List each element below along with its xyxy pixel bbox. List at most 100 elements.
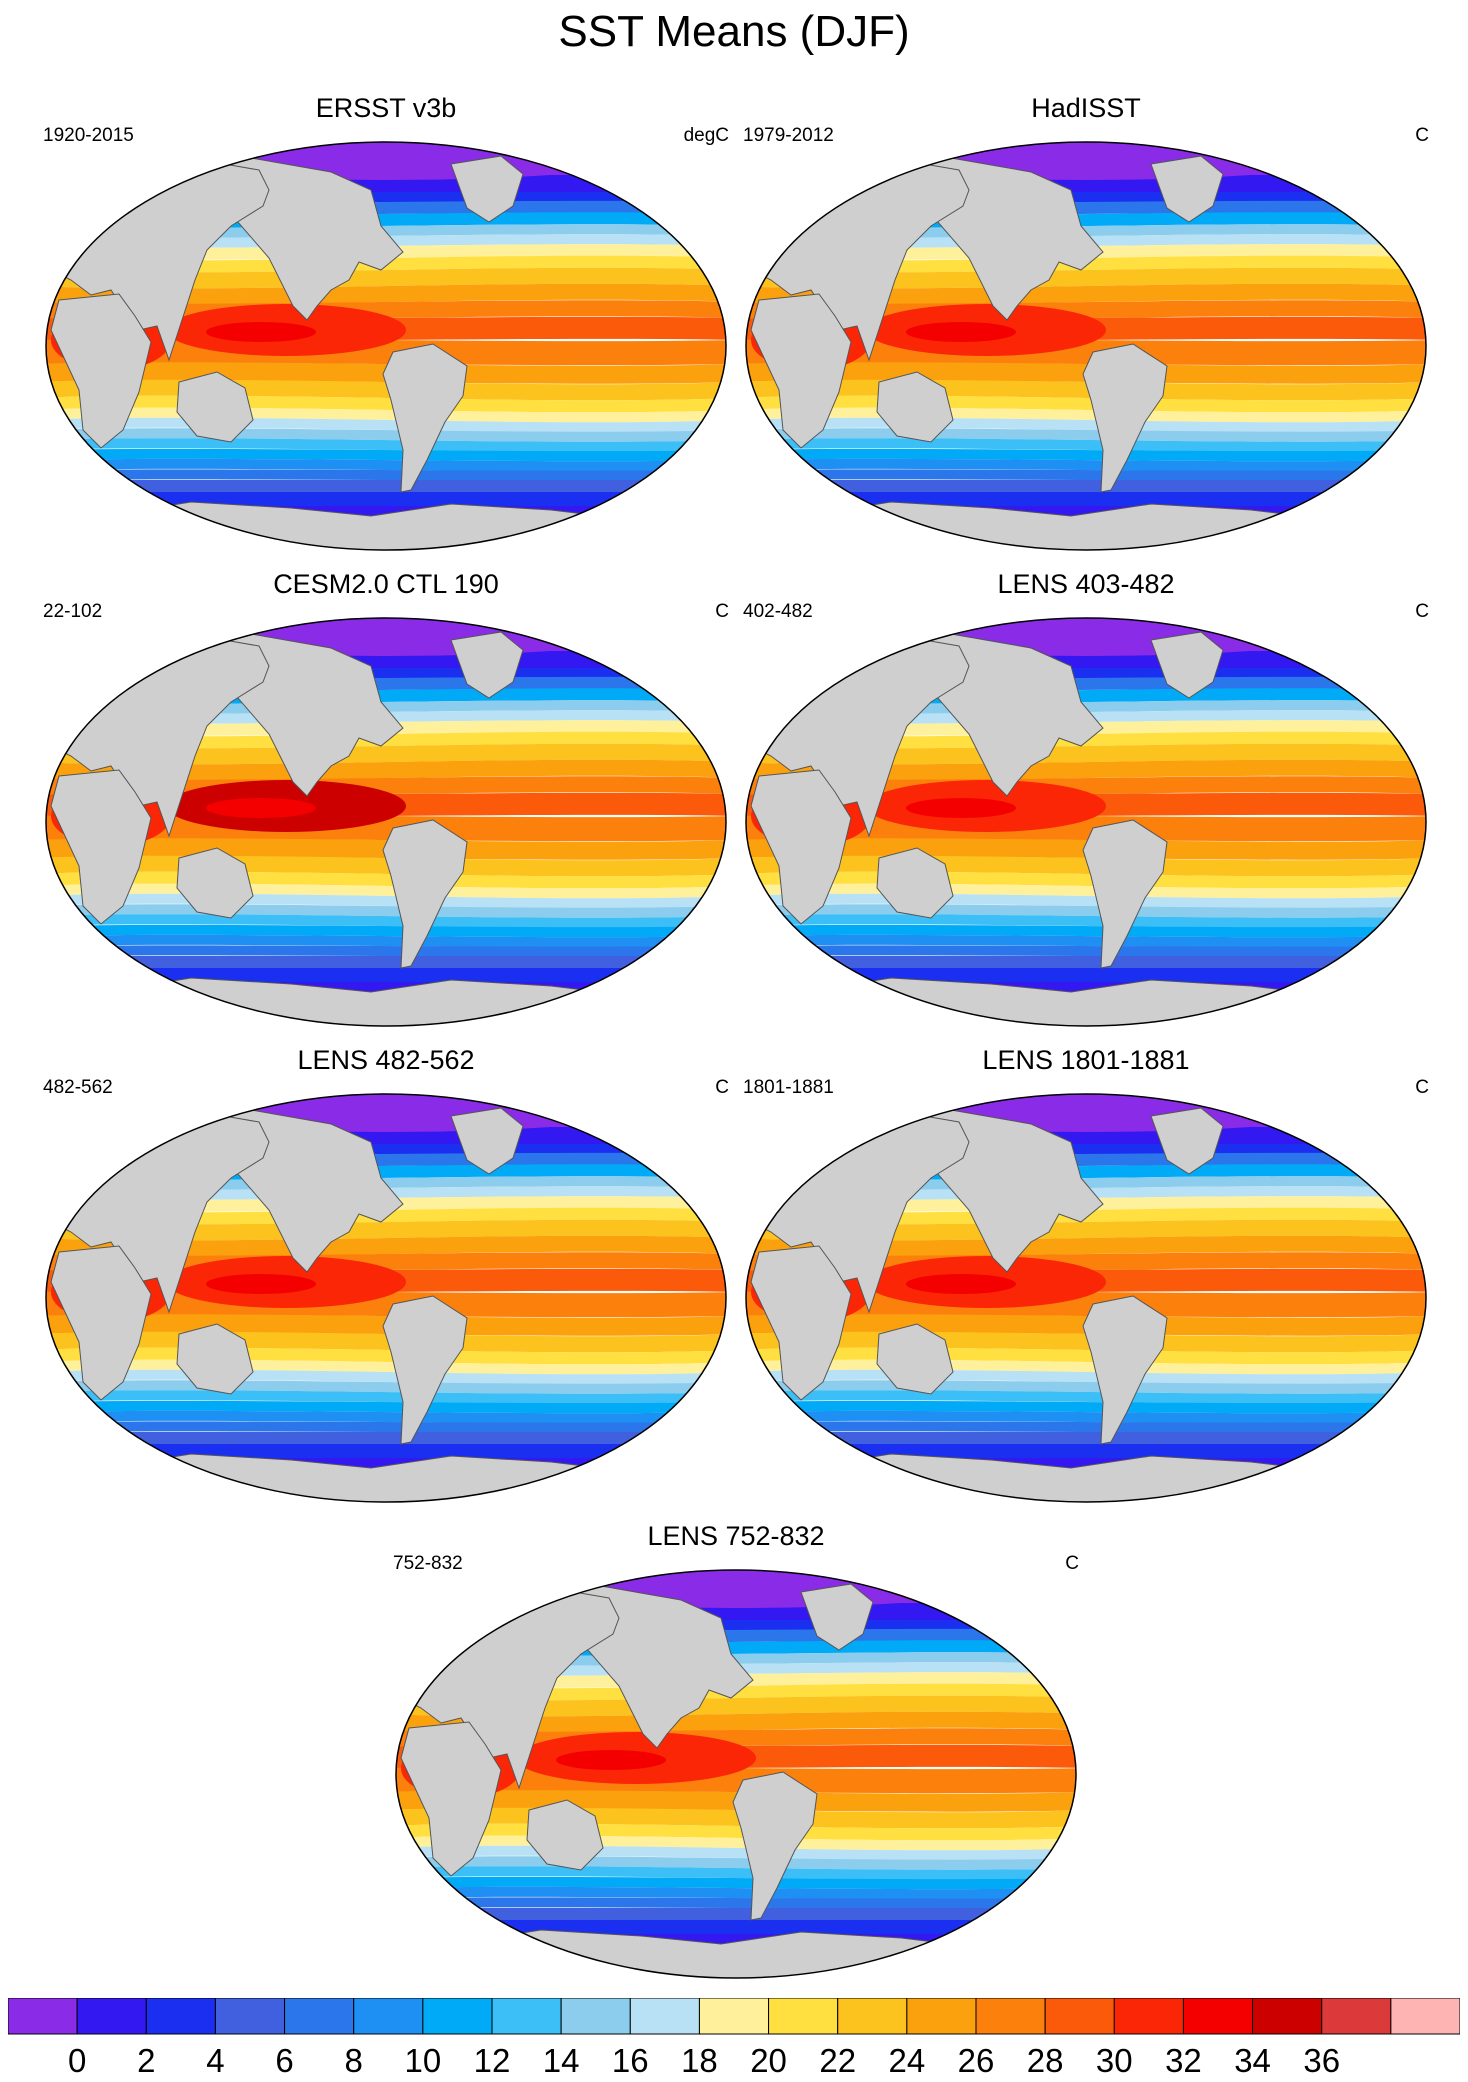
panel-units-label: C (1415, 1077, 1429, 1098)
arctic-cold-region (396, 1570, 1076, 1608)
land-mass (50, 1245, 152, 1401)
sst-contour-band (46, 448, 726, 462)
panel-title: ERSST v3b (315, 93, 457, 123)
colorbar-tick-label: 14 (542, 2042, 580, 2079)
sst-contour-band (396, 1908, 1076, 1920)
sst-contour-band (746, 1410, 1426, 1424)
figure-title: SST Means (DJF) (558, 7, 910, 56)
map-panel-ersst: ERSST v3b 1920-2015 degC (31, 92, 741, 562)
sst-contour-band (46, 1421, 726, 1433)
map-border (395, 1569, 1077, 1979)
sst-contour-band (746, 1421, 1426, 1433)
colorbar-swatch (76, 1998, 147, 2035)
arctic-cold-region (46, 618, 726, 656)
colorbar-tick-label: 6 (275, 2042, 294, 2079)
sst-contour-band (46, 267, 726, 289)
colorbar-tick-label: 22 (819, 2042, 857, 2079)
sst-contour-band (746, 448, 1426, 462)
sst-field-group (396, 1570, 1076, 1978)
land-mass (176, 371, 254, 443)
land-mass (176, 1323, 254, 1395)
land-mass (526, 1799, 604, 1871)
sst-contour-band (746, 438, 1426, 452)
colorbar-swatch (491, 1998, 562, 2035)
world-map-sst-field (395, 1569, 1077, 1979)
colorbar-swatch (1044, 1998, 1115, 2035)
sst-contour-band (46, 479, 726, 493)
sst-contour-band (746, 967, 1426, 982)
panel-period-label: 752-832 (393, 1553, 463, 1574)
land-mass (732, 1771, 818, 1921)
colorbar-tick-label: 0 (67, 2042, 87, 2079)
colorbar-tick-label: 26 (957, 2042, 995, 2079)
land-mass (1150, 631, 1224, 699)
warm-pool-core (906, 1274, 1016, 1294)
sst-contour-band (746, 1444, 1426, 1458)
sst-contour-band (46, 924, 726, 938)
map-border (45, 1093, 727, 1503)
sst-contour-band (746, 1390, 1426, 1404)
panel-units-label: C (715, 601, 729, 622)
map-panel-lens-403-482: LENS 403-482 402-482 C (731, 568, 1441, 1038)
panel-title: LENS 1801-1881 (982, 1045, 1190, 1075)
sst-contour-band (46, 914, 726, 928)
land-mass (750, 769, 852, 925)
colorbar-tick-label: 16 (611, 2042, 649, 2079)
sst-contour-band (746, 491, 1426, 507)
sst-contour-band (46, 283, 726, 305)
colorbar-tick-label: 8 (344, 2042, 363, 2079)
colorbar-swatch (1390, 1998, 1460, 2035)
land-mass (876, 847, 954, 919)
map-panel-lens-1801-1881: LENS 1801-1881 1801-1881 C (731, 1044, 1441, 1514)
map-panel-hadisst: HadISST 1979-2012 C (731, 92, 1441, 562)
warm-pool-core (206, 1274, 316, 1294)
panel-title: LENS 403-482 (997, 569, 1175, 599)
world-map-sst-field (745, 1093, 1427, 1503)
colorbar-swatch (698, 1998, 770, 2035)
sst-contour-band (46, 759, 726, 781)
arctic-cold-region (46, 1094, 726, 1132)
sst-contour-band (746, 479, 1426, 493)
land-mass (750, 293, 852, 449)
sst-field-group (746, 142, 1426, 550)
panel-period-label: 402-482 (743, 601, 813, 622)
sst-contour-band (46, 1219, 726, 1241)
world-map-sst-field (745, 617, 1427, 1027)
sst-contour-band (746, 934, 1426, 948)
sst-contour-band (396, 1920, 1076, 1934)
colorbar-tick-label: 24 (888, 2042, 926, 2079)
panel-period-label: 1979-2012 (743, 125, 834, 146)
colorbar-tick-label: 10 (404, 2042, 442, 2079)
colorbar-tick-label: 30 (1095, 2042, 1133, 2079)
colorbar-swatch (145, 1998, 216, 2035)
sst-contour-band (46, 956, 726, 968)
sst-contour-band (746, 192, 1426, 202)
sst-contour-band (746, 1144, 1426, 1154)
sst-contour-band (396, 1876, 1076, 1890)
world-map-sst-field (45, 1093, 727, 1503)
panel-units-label: C (1415, 601, 1429, 622)
colorbar-tick-labels: 0 2 4 6 8 10 12 14 16 18 20 22 24 26 28 30 32 34 36 (0, 2042, 1468, 2082)
land-mass (876, 371, 954, 443)
colorbar-swatch (284, 1998, 355, 2035)
sst-contour-band (46, 469, 726, 481)
arctic-cold-region (746, 618, 1426, 656)
land-mass (50, 769, 152, 925)
sst-contour-band (46, 438, 726, 452)
warm-pool-core (556, 1750, 666, 1770)
colorbar-tick-label: 36 (1303, 2042, 1341, 2079)
colorbar-tick-label: 28 (1026, 2042, 1064, 2079)
colorbar-tick-label: 4 (206, 2042, 225, 2079)
land-mass (1082, 1295, 1168, 1445)
map-border (745, 1093, 1427, 1503)
panel-title: HadISST (1031, 93, 1141, 123)
sst-contour-band (46, 1444, 726, 1458)
map-border (745, 141, 1427, 551)
sst-contour-band (46, 934, 726, 948)
map-panel-cesm2-ctl: CESM2.0 CTL 190 22-102 C (31, 568, 741, 1038)
sst-contour-band (46, 1235, 726, 1257)
colorbar-swatch (422, 1998, 493, 2035)
colorbar-tick-label: 34 (1234, 2042, 1271, 2079)
land-mass (1082, 819, 1168, 969)
sst-contour-band (46, 743, 726, 765)
